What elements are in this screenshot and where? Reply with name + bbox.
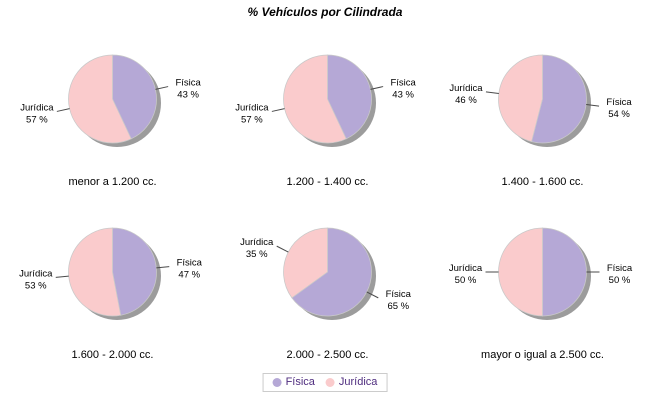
- leader-line: [485, 91, 499, 94]
- pie-chart: Física 65 % Jurídica 35 %: [240, 227, 412, 320]
- slice-label: Física 50 %: [607, 263, 633, 286]
- slice-label: Jurídica 57 %: [20, 102, 54, 125]
- legend: Física Jurídica: [262, 373, 388, 392]
- slice-label: Jurídica 35 %: [240, 237, 274, 260]
- leader-line: [370, 86, 384, 90]
- pie-cell: Física 65 % Jurídica 35 % 2.000 - 2.500 cc.: [220, 218, 435, 370]
- pie-slice-fisica: [327, 54, 372, 140]
- leader-line: [55, 275, 69, 278]
- pie-cell: Física 50 % Jurídica 50 % mayor o igual a 2.…: [435, 218, 650, 370]
- category-label: mayor o igual a 2.500 cc.: [481, 349, 604, 361]
- legend-label: Jurídica: [338, 376, 378, 388]
- pie-cell: Física 47 % Jurídica 53 % 1.600 - 2.000 cc.: [5, 218, 220, 370]
- category-label: menor a 1.200 cc.: [68, 176, 157, 188]
- pie-chart: Física 43 % Jurídica 57 %: [235, 54, 417, 147]
- category-label: 2.000 - 2.500 cc.: [286, 349, 369, 361]
- slice-label: Física 54 %: [606, 97, 632, 120]
- category-label: 1.600 - 2.000 cc.: [71, 349, 154, 361]
- leader-line: [586, 104, 600, 107]
- pie-slice-juridica: [283, 54, 347, 144]
- pie-slice-juridica: [68, 227, 122, 317]
- legend-item-fisica: Física: [272, 376, 315, 388]
- pie-slice-fisica: [291, 227, 372, 317]
- pie-cell: Física 54 % Jurídica 46 % 1.400 - 1.600 cc.: [435, 45, 650, 197]
- pie-slice-fisica: [112, 227, 157, 316]
- pie-chart: Física 50 % Jurídica 50 %: [449, 227, 633, 320]
- pie-cell: Física 43 % Jurídica 57 % 1.200 - 1.400 cc.: [220, 45, 435, 197]
- chart-title: % Vehículos por Cilindrada: [247, 5, 403, 19]
- category-label: 1.400 - 1.600 cc.: [501, 176, 584, 188]
- category-label: 1.200 - 1.400 cc.: [286, 176, 369, 188]
- legend-item-juridica: Jurídica: [325, 376, 378, 388]
- pie-slice-juridica: [498, 227, 543, 317]
- slice-label: Jurídica 57 %: [235, 102, 269, 125]
- pie-chart: Física 47 % Jurídica 53 %: [19, 227, 203, 320]
- pie-cell: Física 43 % Jurídica 57 % menor a 1.200 cc.: [5, 45, 220, 197]
- pie-slice-fisica: [112, 54, 157, 140]
- slice-label: Jurídica 46 %: [449, 83, 483, 106]
- legend-swatch-icon: [325, 377, 335, 387]
- leader-line: [276, 245, 289, 253]
- slice-label: Física 43 %: [175, 78, 201, 101]
- leader-line: [155, 86, 169, 90]
- slice-label: Física 65 %: [386, 289, 412, 312]
- legend-label: Física: [285, 376, 315, 388]
- leader-line: [156, 266, 170, 269]
- slice-label: Física 43 %: [390, 78, 416, 101]
- slice-label: Física 47 %: [177, 258, 203, 281]
- legend-swatch-icon: [272, 377, 282, 387]
- pie-slice-juridica: [68, 54, 132, 144]
- leader-line: [56, 108, 70, 112]
- pie-chart: Física 43 % Jurídica 57 %: [20, 54, 202, 147]
- slice-label: Jurídica 53 %: [19, 268, 53, 291]
- slice-label: Jurídica 50 %: [449, 263, 483, 286]
- leader-line: [366, 291, 379, 299]
- pie-slice-fisica: [531, 54, 587, 144]
- leader-line: [271, 108, 285, 112]
- pie-chart: Física 54 % Jurídica 46 %: [449, 54, 632, 147]
